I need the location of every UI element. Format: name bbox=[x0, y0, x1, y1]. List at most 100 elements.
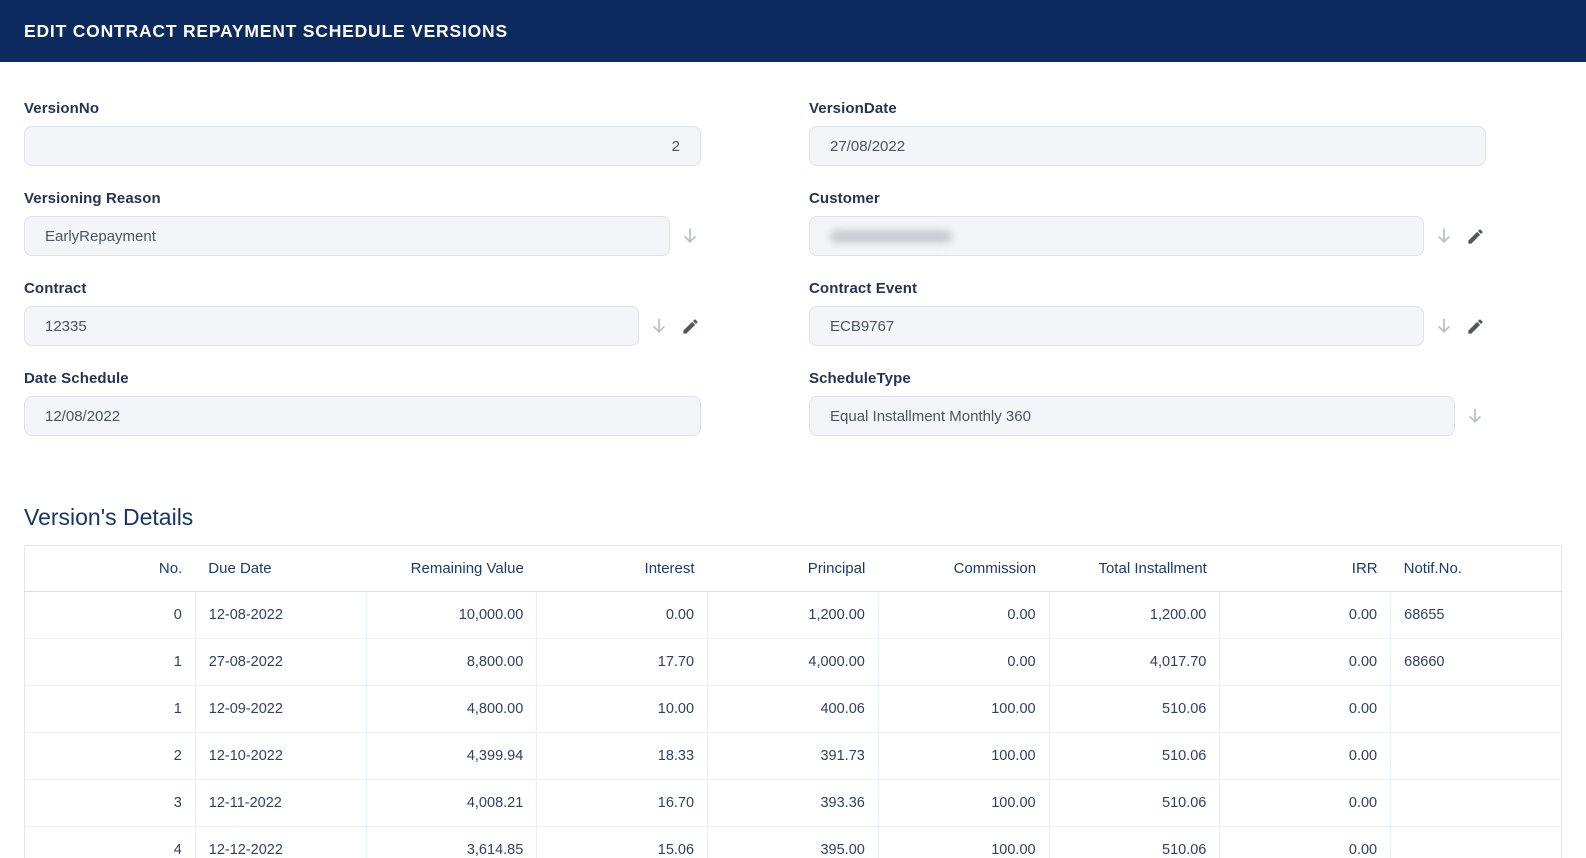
table-row: 1 27-08-2022 8,800.00 17.70 4,000.00 0.00 4,01… bbox=[24, 638, 1562, 686]
customer-dropdown-button[interactable] bbox=[1433, 225, 1455, 247]
table-cell: 400.06 bbox=[707, 685, 879, 733]
field-customer: Customer bbox=[809, 190, 1486, 256]
version-no-input[interactable]: 2 bbox=[24, 126, 701, 166]
arrow-down-icon bbox=[1434, 226, 1454, 246]
column-header-remaining-value: Remaining Value bbox=[366, 545, 537, 592]
table-cell: 4,399.94 bbox=[366, 732, 538, 780]
table-cell: 1,200.00 bbox=[707, 591, 879, 639]
table-cell: 4 bbox=[24, 826, 196, 858]
table-cell: 16.70 bbox=[536, 779, 709, 827]
arrow-down-icon bbox=[649, 316, 669, 336]
table-cell: 0.00 bbox=[878, 591, 1050, 639]
table-cell: 393.36 bbox=[707, 779, 879, 827]
table-cell bbox=[1390, 685, 1562, 733]
table-cell: 4,008.21 bbox=[366, 779, 538, 827]
table-cell: 0 bbox=[24, 591, 196, 639]
contract-label: Contract bbox=[24, 280, 87, 297]
column-header-irr: IRR bbox=[1219, 545, 1391, 592]
table-cell: 1,200.00 bbox=[1049, 591, 1221, 639]
field-schedule-type: ScheduleType Equal Installment Monthly 3… bbox=[809, 370, 1486, 436]
table-cell: 12-11-2022 bbox=[195, 779, 367, 827]
customer-label: Customer bbox=[809, 190, 880, 207]
contract-event-label: Contract Event bbox=[809, 280, 918, 297]
table-cell: 0.00 bbox=[1219, 779, 1392, 827]
table-cell: 12-08-2022 bbox=[195, 591, 367, 639]
arrow-down-icon bbox=[680, 226, 700, 246]
column-header-no: No. bbox=[24, 545, 196, 592]
version-date-input[interactable]: 27/08/2022 bbox=[809, 126, 1486, 166]
field-contract-event: Contract Event ECB9767 bbox=[809, 280, 1486, 346]
details-table-body: 0 12-08-2022 10,000.00 0.00 1,200.00 0.00 1,20… bbox=[24, 591, 1562, 858]
schedule-type-label: ScheduleType bbox=[809, 370, 911, 387]
table-cell: 4,800.00 bbox=[366, 685, 538, 733]
table-cell: 10.00 bbox=[536, 685, 709, 733]
contract-edit-button[interactable] bbox=[679, 315, 701, 337]
table-row: 0 12-08-2022 10,000.00 0.00 1,200.00 0.00 1,20… bbox=[24, 591, 1562, 639]
column-header-due-date: Due Date bbox=[195, 545, 367, 592]
details-table: No. Due Date Remaining Value Interest Pr… bbox=[24, 545, 1562, 858]
table-cell: 27-08-2022 bbox=[195, 638, 367, 686]
table-cell: 10,000.00 bbox=[366, 591, 538, 639]
column-header-total-installment: Total Installment bbox=[1049, 545, 1220, 592]
customer-edit-button[interactable] bbox=[1464, 225, 1486, 247]
table-cell: 510.06 bbox=[1049, 732, 1221, 780]
table-cell: 17.70 bbox=[536, 638, 709, 686]
column-header-principal: Principal bbox=[707, 545, 879, 592]
table-cell: 510.06 bbox=[1049, 826, 1221, 858]
table-cell: 0.00 bbox=[1219, 638, 1392, 686]
contract-event-input[interactable]: ECB9767 bbox=[809, 306, 1424, 346]
table-cell: 510.06 bbox=[1049, 685, 1221, 733]
table-row: 3 12-11-2022 4,008.21 16.70 393.36 100.00 510.… bbox=[24, 779, 1562, 827]
table-cell: 4,017.70 bbox=[1049, 638, 1221, 686]
table-cell: 100.00 bbox=[878, 732, 1050, 780]
table-cell: 0.00 bbox=[536, 591, 709, 639]
versioning-reason-dropdown-button[interactable] bbox=[679, 225, 701, 247]
table-cell: 68655 bbox=[1390, 591, 1562, 639]
table-row: 4 12-12-2022 3,614.85 15.06 395.00 100.00 510.… bbox=[24, 826, 1562, 858]
table-cell: 3,614.85 bbox=[366, 826, 538, 858]
page-header: EDIT CONTRACT REPAYMENT SCHEDULE VERSION… bbox=[0, 0, 1586, 62]
arrow-down-icon bbox=[1434, 316, 1454, 336]
table-cell: 0.00 bbox=[1219, 732, 1392, 780]
customer-input[interactable] bbox=[809, 216, 1424, 256]
table-cell: 12-10-2022 bbox=[195, 732, 367, 780]
table-cell: 12-09-2022 bbox=[195, 685, 367, 733]
column-header-interest: Interest bbox=[536, 545, 708, 592]
table-cell: 395.00 bbox=[707, 826, 879, 858]
table-cell: 2 bbox=[24, 732, 196, 780]
field-date-schedule: Date Schedule 12/08/2022 bbox=[24, 370, 701, 436]
field-version-date: VersionDate 27/08/2022 bbox=[809, 100, 1486, 166]
customer-value-redacted bbox=[830, 229, 952, 243]
schedule-type-dropdown-button[interactable] bbox=[1464, 405, 1486, 427]
table-cell bbox=[1390, 732, 1562, 780]
field-version-no: VersionNo 2 bbox=[24, 100, 701, 166]
table-cell bbox=[1390, 826, 1562, 858]
table-cell: 15.06 bbox=[536, 826, 709, 858]
contract-event-edit-button[interactable] bbox=[1464, 315, 1486, 337]
pencil-icon bbox=[681, 317, 700, 336]
table-cell: 0.00 bbox=[1219, 591, 1392, 639]
column-header-commission: Commission bbox=[878, 545, 1050, 592]
table-cell: 1 bbox=[24, 685, 196, 733]
table-cell: 8,800.00 bbox=[366, 638, 538, 686]
schedule-type-input[interactable]: Equal Installment Monthly 360 bbox=[809, 396, 1455, 436]
table-cell: 3 bbox=[24, 779, 196, 827]
column-header-notif-no: Notif.No. bbox=[1390, 545, 1562, 592]
page-title: EDIT CONTRACT REPAYMENT SCHEDULE VERSION… bbox=[24, 20, 508, 41]
version-no-label: VersionNo bbox=[24, 100, 100, 117]
contract-dropdown-button[interactable] bbox=[648, 315, 670, 337]
pencil-icon bbox=[1466, 317, 1485, 336]
table-cell: 0.00 bbox=[1219, 685, 1392, 733]
contract-input[interactable]: 12335 bbox=[24, 306, 639, 346]
versioning-reason-label: Versioning Reason bbox=[24, 190, 161, 207]
pencil-icon bbox=[1466, 227, 1485, 246]
table-cell: 100.00 bbox=[878, 685, 1050, 733]
date-schedule-input[interactable]: 12/08/2022 bbox=[24, 396, 701, 436]
field-versioning-reason: Versioning Reason EarlyRepayment bbox=[24, 190, 701, 256]
table-cell: 1 bbox=[24, 638, 196, 686]
contract-event-dropdown-button[interactable] bbox=[1433, 315, 1455, 337]
form-section: VersionNo 2 VersionDate 27/08/2022 Versi… bbox=[0, 100, 1586, 858]
versioning-reason-input[interactable]: EarlyRepayment bbox=[24, 216, 670, 256]
table-cell: 4,000.00 bbox=[707, 638, 879, 686]
field-contract: Contract 12335 bbox=[24, 280, 701, 346]
